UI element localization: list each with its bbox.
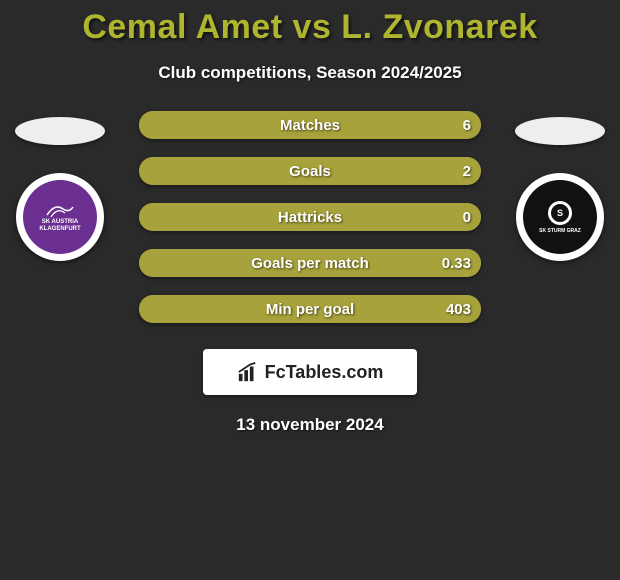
left-club-label: SK AUSTRIA KLAGENFURT bbox=[23, 219, 97, 232]
right-club-badge: S SK STURM GRAZ bbox=[516, 173, 604, 261]
stat-row: Matches 6 bbox=[139, 111, 481, 139]
stat-right-value: 2 bbox=[463, 163, 471, 180]
content-area: SK AUSTRIA KLAGENFURT S SK STURM GRAZ Ma… bbox=[0, 111, 620, 435]
left-club-logo-icon bbox=[45, 201, 75, 219]
svg-text:S: S bbox=[557, 208, 563, 218]
brand-chart-icon bbox=[237, 361, 259, 383]
left-flag-icon bbox=[15, 117, 105, 145]
stat-right-value: 403 bbox=[446, 301, 471, 318]
stat-row: Goals per match 0.33 bbox=[139, 249, 481, 277]
brand-box: FcTables.com bbox=[203, 349, 417, 395]
page-title: Cemal Amet vs L. Zvonarek bbox=[0, 0, 620, 47]
stat-label: Hattricks bbox=[278, 209, 342, 226]
left-club-badge: SK AUSTRIA KLAGENFURT bbox=[16, 173, 104, 261]
left-club-badge-inner: SK AUSTRIA KLAGENFURT bbox=[23, 180, 97, 254]
stat-row: Hattricks 0 bbox=[139, 203, 481, 231]
stat-label: Matches bbox=[280, 117, 340, 134]
right-player-column: S SK STURM GRAZ bbox=[500, 111, 620, 261]
date-text: 13 november 2024 bbox=[0, 415, 620, 435]
left-player-column: SK AUSTRIA KLAGENFURT bbox=[0, 111, 120, 261]
right-club-badge-inner: S SK STURM GRAZ bbox=[523, 180, 597, 254]
stat-right-value: 0.33 bbox=[442, 255, 471, 272]
stat-right-value: 0 bbox=[463, 209, 471, 226]
brand-text: FcTables.com bbox=[265, 362, 384, 383]
stat-row: Min per goal 403 bbox=[139, 295, 481, 323]
right-club-label: SK STURM GRAZ bbox=[539, 229, 581, 235]
right-club-logo-icon: S bbox=[546, 199, 574, 227]
stat-row: Goals 2 bbox=[139, 157, 481, 185]
comparison-infographic: Cemal Amet vs L. Zvonarek Club competiti… bbox=[0, 0, 620, 580]
stat-label: Goals bbox=[289, 163, 331, 180]
stat-label: Min per goal bbox=[266, 301, 354, 318]
right-flag-icon bbox=[515, 117, 605, 145]
stat-right-value: 6 bbox=[463, 117, 471, 134]
page-subtitle: Club competitions, Season 2024/2025 bbox=[0, 63, 620, 83]
stats-bars: Matches 6 Goals 2 Hattricks 0 Goals per match 0… bbox=[139, 111, 481, 323]
stat-label: Goals per match bbox=[251, 255, 369, 272]
